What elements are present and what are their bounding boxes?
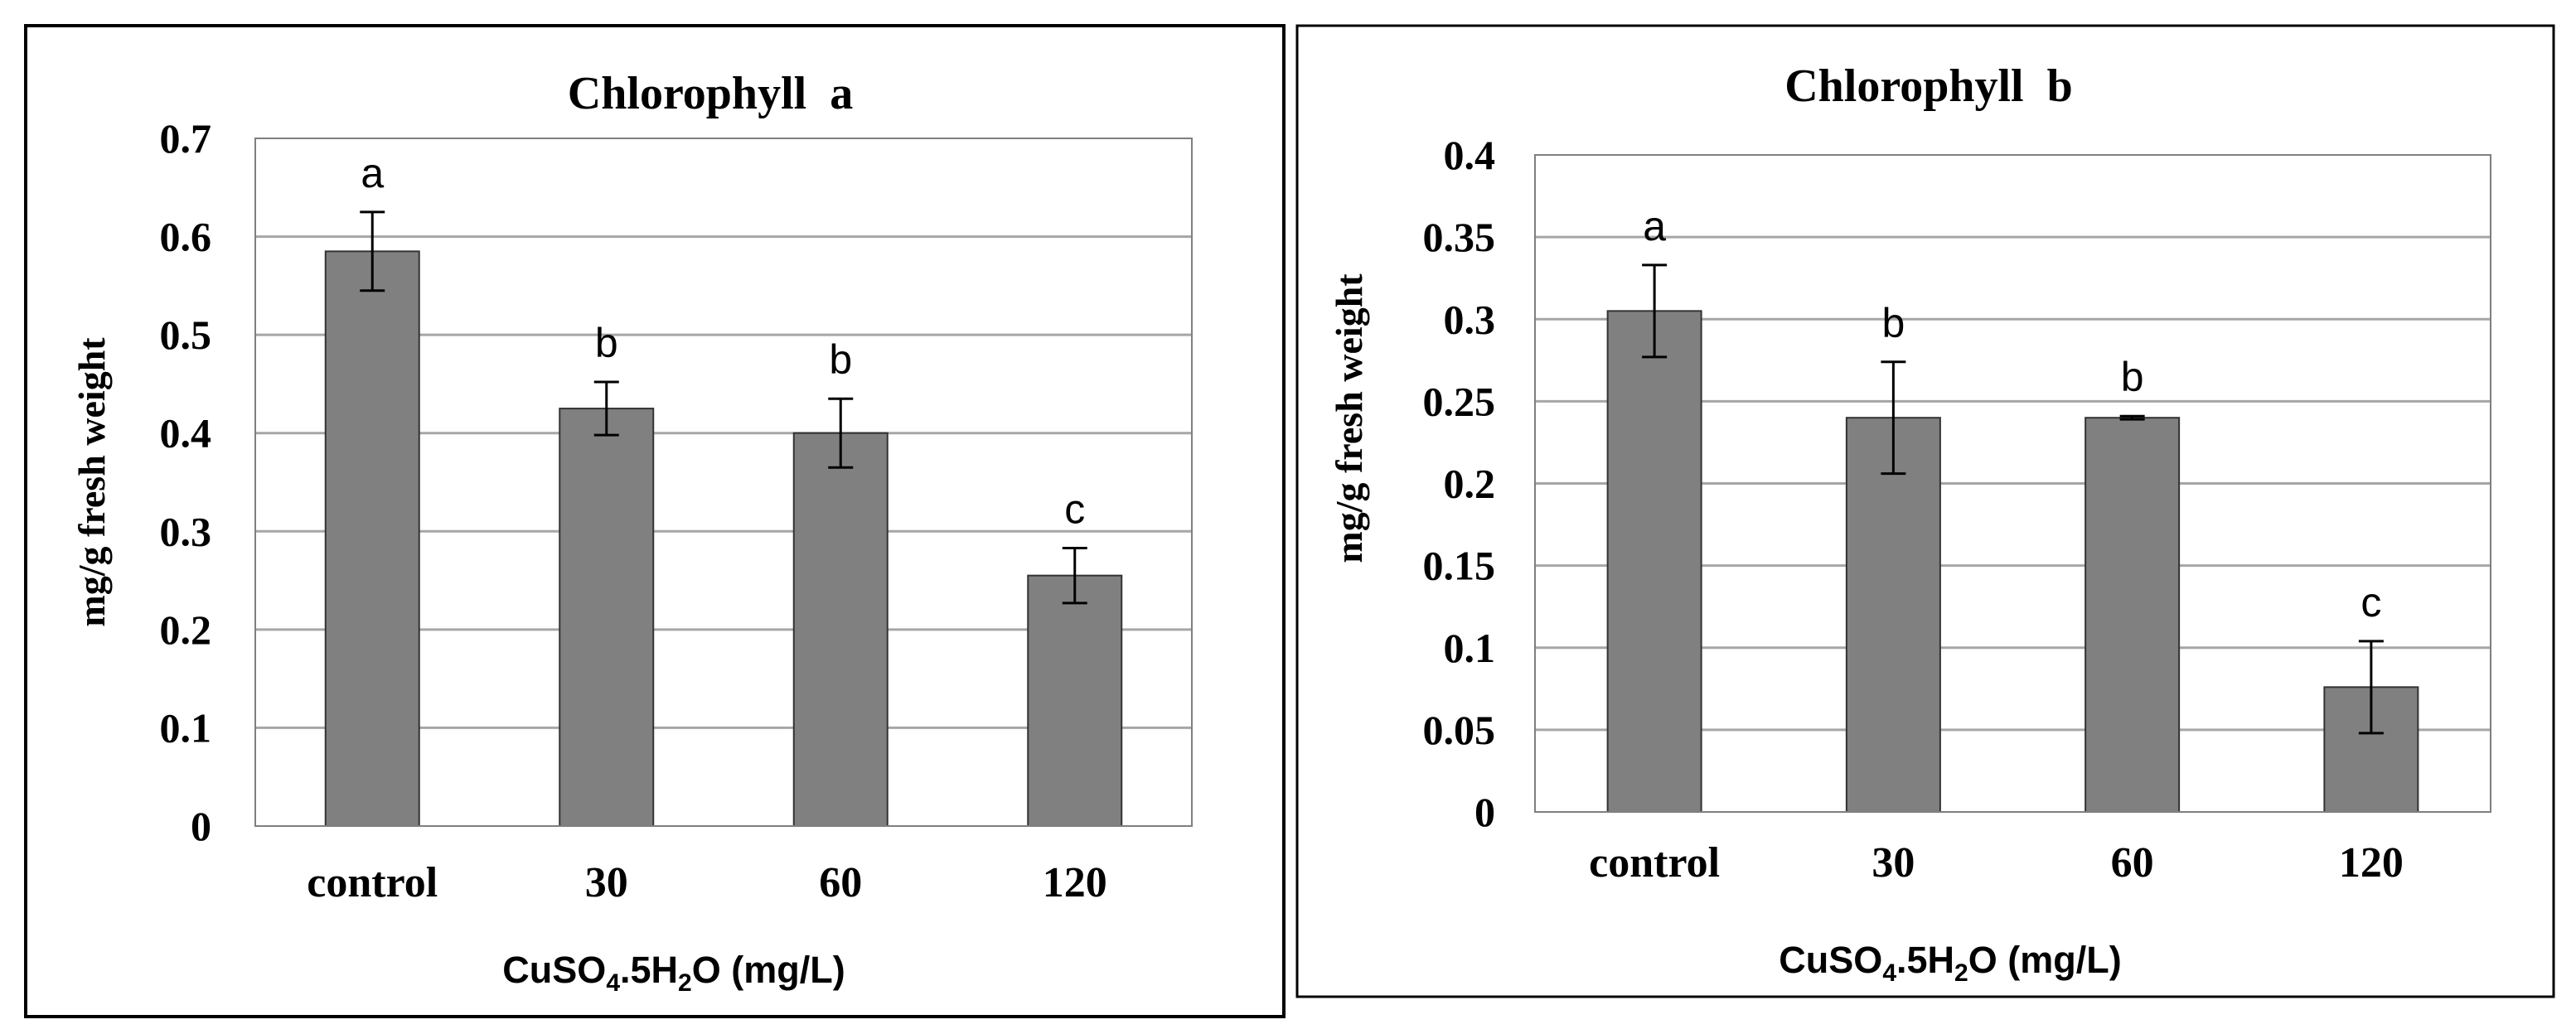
y-tick-label: 0.35 xyxy=(1423,214,1496,260)
bar-30 xyxy=(559,408,655,827)
bar-control xyxy=(324,250,420,828)
panel-frame xyxy=(24,24,1286,1018)
x-tick-label: 30 xyxy=(1871,839,1915,887)
x-tick-label: control xyxy=(307,859,438,906)
plot-area-border xyxy=(1534,154,2491,813)
y-tick-label: 0.4 xyxy=(1444,132,1496,178)
bar-30 xyxy=(1845,417,1941,813)
y-tick-label: 0.5 xyxy=(160,312,212,358)
significance-letter: a xyxy=(1643,203,1666,249)
significance-letter: b xyxy=(829,336,852,383)
significance-letter: b xyxy=(595,320,618,366)
x-axis-label-sub2: 2 xyxy=(1954,959,1968,987)
y-tick-label: 0.2 xyxy=(160,606,212,653)
x-tick-label: 60 xyxy=(2111,839,2154,887)
x-tick-label: 30 xyxy=(585,859,628,906)
x-tick-label: 60 xyxy=(819,859,862,906)
y-tick-label: 0.2 xyxy=(1444,461,1496,507)
y-axis-label: mg/g fresh weight xyxy=(1328,273,1370,563)
x-axis-label-mid: .5H xyxy=(620,949,678,991)
x-axis-label: CuSO4.5H2O (mg/L) xyxy=(502,949,845,997)
x-axis-label-sub1: 4 xyxy=(1882,959,1896,987)
bar-120 xyxy=(1027,574,1123,828)
chart-panel-chlorophyll-a: Chlorophyll a a b b c 0 0.1 0.2 0.3 0.4 0.5 0.6 0.… xyxy=(24,24,1286,1018)
y-tick-label: 0.3 xyxy=(160,508,212,554)
x-axis-label-sub2: 2 xyxy=(678,969,692,997)
x-axis-label-mid: .5H xyxy=(1896,939,1954,981)
y-tick-label: 0 xyxy=(191,803,211,849)
y-tick-label: 0.1 xyxy=(160,704,212,751)
y-tick-label: 0.1 xyxy=(1444,625,1496,671)
chart-title: Chlorophyll a xyxy=(568,68,853,119)
plot-area-border xyxy=(254,138,1193,827)
y-tick-label: 0.05 xyxy=(1423,707,1496,753)
significance-letter: b xyxy=(2121,354,2144,400)
x-axis-label-suffix: O (mg/L) xyxy=(692,949,845,991)
y-tick-label: 0.15 xyxy=(1423,543,1496,589)
bar-60 xyxy=(792,432,889,827)
x-tick-label: 120 xyxy=(2339,839,2404,887)
bar-control xyxy=(1606,310,1702,813)
significance-letter: c xyxy=(2361,579,2381,626)
significance-letter: a xyxy=(361,150,384,196)
y-tick-label: 0.7 xyxy=(160,115,212,162)
significance-letter: b xyxy=(1881,300,1905,346)
y-tick-label: 0.3 xyxy=(1444,296,1496,342)
chart-panel-chlorophyll-b: Chlorophyll b a b b c 0 0.05 0.1 0.15 0.2 0.25 0.… xyxy=(1295,24,2555,998)
x-axis-label-prefix: CuSO xyxy=(1779,939,1882,981)
y-tick-label: 0.6 xyxy=(160,214,212,260)
y-tick-label: 0.25 xyxy=(1423,378,1496,424)
x-axis-label-suffix: O (mg/L) xyxy=(1968,939,2122,981)
x-tick-label: control xyxy=(1589,839,1720,887)
x-tick-label: 120 xyxy=(1043,859,1107,906)
y-tick-label: 0.4 xyxy=(160,410,212,457)
x-axis-label: CuSO4.5H2O (mg/L) xyxy=(1779,939,2121,987)
chart-title: Chlorophyll b xyxy=(1784,60,2073,112)
x-axis-label-sub1: 4 xyxy=(606,969,620,997)
significance-letter: c xyxy=(1064,486,1085,532)
y-axis-label: mg/g fresh weight xyxy=(70,337,113,627)
x-axis-label-prefix: CuSO xyxy=(502,949,606,991)
y-tick-label: 0 xyxy=(1474,789,1495,835)
bar-60 xyxy=(2085,417,2181,813)
